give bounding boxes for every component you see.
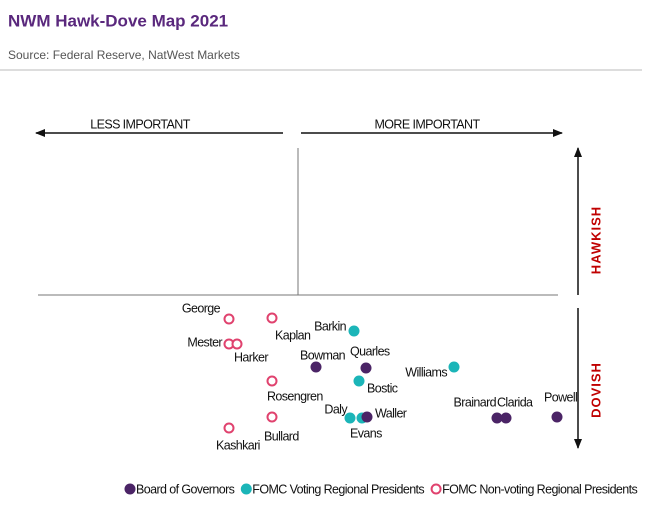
- axis-label-left: LESS IMPORTANT: [90, 117, 190, 131]
- marker: [491, 412, 503, 424]
- marker: [266, 411, 278, 423]
- node-label: Brainard: [454, 395, 497, 409]
- legend-label: FOMC Non-voting Regional Presidents: [442, 482, 637, 496]
- nodes: George Kaplan Mester Harker Rosengren Bullard…: [182, 301, 578, 452]
- title: NWM Hawk-Dove Map 2021: [8, 11, 228, 30]
- marker: [361, 411, 373, 423]
- legend-label: FOMC Voting Regional Presidents: [252, 482, 424, 496]
- node-label: Williams: [405, 365, 447, 379]
- node-label: Kashkari: [216, 438, 260, 452]
- node-label: Daly: [324, 402, 348, 416]
- marker: [223, 422, 235, 434]
- node-label: Barkin: [314, 319, 346, 333]
- node-label: George: [182, 301, 221, 315]
- marker: [430, 483, 442, 495]
- node-label: Waller: [375, 406, 407, 420]
- node-label: Kaplan: [275, 328, 311, 342]
- axis-label-down: DOVISH: [588, 362, 603, 418]
- axis-label-up: HAWKISH: [588, 206, 603, 274]
- node-label: Bostic: [367, 381, 398, 395]
- marker: [348, 325, 360, 337]
- node-label: Evans: [350, 426, 382, 440]
- node-label: Mester: [187, 335, 222, 349]
- marker: [310, 361, 322, 373]
- node-label: Clarida: [497, 395, 533, 409]
- node-label: Rosengren: [267, 389, 323, 403]
- marker: [266, 375, 278, 387]
- source: Source: Federal Reserve, NatWest Markets: [8, 48, 240, 62]
- node-label: Bowman: [300, 348, 346, 362]
- node-label: Powell: [544, 390, 577, 404]
- marker: [500, 412, 512, 424]
- node-label: Quarles: [350, 344, 390, 358]
- legend: Board of Governors FOMC Voting Regional P…: [124, 482, 638, 496]
- node-label: Bullard: [264, 429, 299, 443]
- marker: [223, 313, 235, 325]
- axis-label-right: MORE IMPORTANT: [374, 117, 480, 131]
- node-label: Harker: [234, 350, 268, 364]
- marker: [231, 338, 243, 350]
- marker: [344, 412, 356, 424]
- marker: [266, 312, 278, 324]
- marker: [551, 411, 563, 423]
- marker: [240, 483, 252, 495]
- marker: [360, 362, 372, 374]
- marker: [124, 483, 136, 495]
- marker: [353, 375, 365, 387]
- legend-label: Board of Governors: [136, 482, 235, 496]
- marker: [448, 361, 460, 373]
